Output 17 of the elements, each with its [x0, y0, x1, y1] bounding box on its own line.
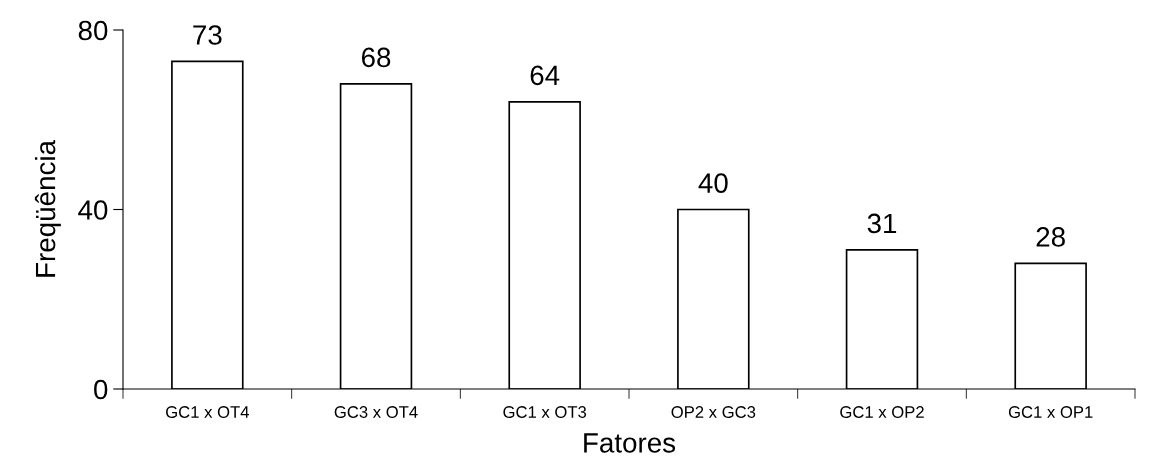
x-tick-label: GC1 x OT3 [503, 406, 587, 418]
data-label: 31 [867, 213, 897, 234]
data-label: 28 [1036, 227, 1065, 247]
x-tick-label: GC1 x OP1 [1008, 406, 1093, 418]
y-tick-label: 0 [94, 379, 108, 400]
y-tick-label: 40 [78, 200, 108, 220]
x-tick-label: GC1 x OP2 [840, 406, 924, 418]
data-label: 73 [193, 25, 222, 45]
x-tick-label: GC1 x OT4 [166, 406, 249, 418]
y-tick-label: 80 [78, 20, 108, 41]
data-label: 40 [698, 173, 728, 193]
x-tick-label: GC3 x OT4 [334, 406, 418, 418]
x-tick-label: OP2 x GC3 [671, 406, 756, 418]
data-label: 64 [530, 65, 560, 86]
data-label: 68 [361, 47, 391, 68]
y-axis-title: Freqüência [34, 140, 61, 277]
x-axis-title: Fatores [584, 433, 676, 453]
